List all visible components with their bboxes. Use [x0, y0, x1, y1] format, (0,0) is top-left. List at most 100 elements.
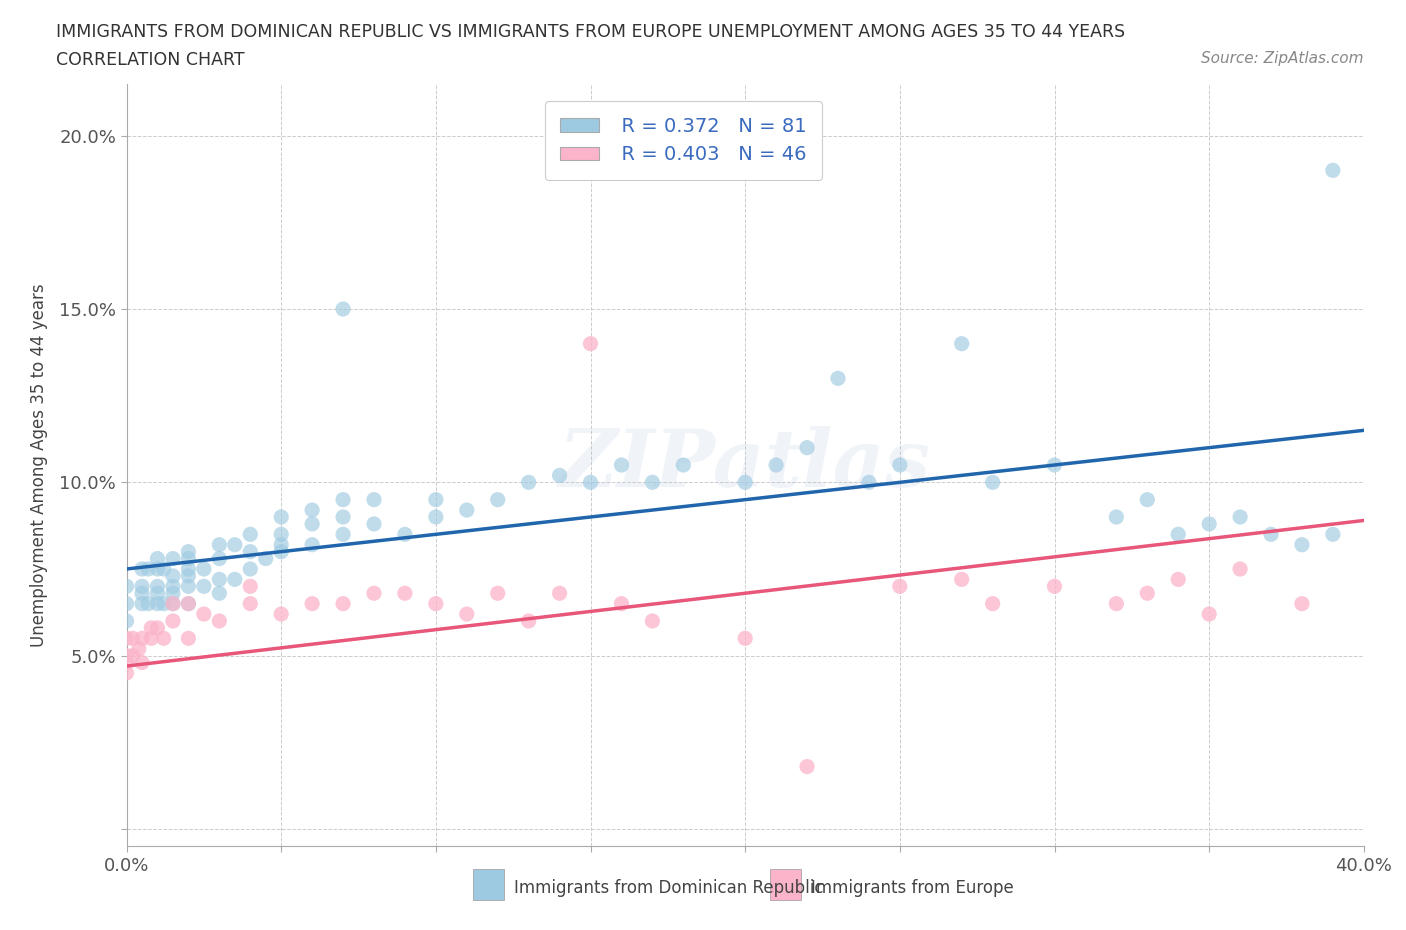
- Point: [115, 666, 138, 681]
- Point: [1291, 538, 1313, 552]
- Point: [177, 562, 200, 577]
- Point: [177, 631, 200, 645]
- Point: [208, 614, 231, 629]
- Point: [332, 492, 354, 507]
- Point: [1167, 572, 1189, 587]
- Point: [177, 551, 200, 566]
- Point: [146, 596, 169, 611]
- Point: [162, 586, 184, 601]
- Point: [889, 458, 911, 472]
- Point: [131, 578, 153, 593]
- Text: Source: ZipAtlas.com: Source: ZipAtlas.com: [1201, 51, 1364, 66]
- Point: [981, 475, 1004, 490]
- Text: Immigrants from Dominican Republic: Immigrants from Dominican Republic: [513, 879, 824, 897]
- Point: [128, 642, 150, 657]
- Point: [301, 538, 323, 552]
- Point: [1136, 492, 1159, 507]
- Point: [177, 596, 200, 611]
- Point: [734, 475, 756, 490]
- Point: [115, 648, 138, 663]
- Point: [641, 614, 664, 629]
- Point: [1322, 163, 1344, 178]
- Point: [796, 440, 818, 455]
- Point: [146, 578, 169, 593]
- Point: [363, 492, 385, 507]
- Point: [162, 614, 184, 629]
- Point: [146, 620, 169, 635]
- Point: [1043, 458, 1066, 472]
- Point: [486, 586, 509, 601]
- Point: [672, 458, 695, 472]
- Point: [121, 631, 143, 645]
- Point: [152, 631, 174, 645]
- Point: [301, 596, 323, 611]
- Point: [208, 551, 231, 566]
- Point: [1260, 527, 1282, 542]
- Point: [224, 572, 246, 587]
- Point: [981, 596, 1004, 611]
- Point: [208, 538, 231, 552]
- Point: [301, 516, 323, 531]
- Point: [121, 648, 143, 663]
- Point: [332, 301, 354, 316]
- Point: [579, 475, 602, 490]
- Text: IMMIGRANTS FROM DOMINICAN REPUBLIC VS IMMIGRANTS FROM EUROPE UNEMPLOYMENT AMONG : IMMIGRANTS FROM DOMINICAN REPUBLIC VS IM…: [56, 23, 1125, 41]
- Point: [141, 620, 163, 635]
- Point: [1322, 527, 1344, 542]
- Point: [270, 606, 292, 621]
- Point: [115, 596, 138, 611]
- Point: [224, 538, 246, 552]
- Point: [456, 502, 478, 517]
- Point: [1198, 516, 1220, 531]
- Point: [301, 502, 323, 517]
- Point: [136, 596, 159, 611]
- Point: [152, 596, 174, 611]
- Point: [796, 759, 818, 774]
- Point: [177, 578, 200, 593]
- Point: [115, 631, 138, 645]
- Point: [579, 337, 602, 352]
- Point: [734, 631, 756, 645]
- Point: [131, 562, 153, 577]
- Point: [548, 586, 571, 601]
- Point: [517, 614, 540, 629]
- Point: [270, 544, 292, 559]
- Point: [115, 614, 138, 629]
- Point: [950, 572, 973, 587]
- Point: [146, 551, 169, 566]
- Point: [394, 586, 416, 601]
- Point: [1043, 578, 1066, 593]
- Point: [641, 475, 664, 490]
- Point: [394, 527, 416, 542]
- Point: [363, 516, 385, 531]
- Point: [827, 371, 849, 386]
- Point: [239, 578, 262, 593]
- Point: [1167, 527, 1189, 542]
- Point: [270, 527, 292, 542]
- Point: [548, 468, 571, 483]
- Point: [131, 655, 153, 670]
- Point: [239, 544, 262, 559]
- Point: [858, 475, 880, 490]
- Point: [425, 492, 447, 507]
- Point: [1105, 596, 1128, 611]
- Point: [950, 337, 973, 352]
- Point: [141, 631, 163, 645]
- Point: [162, 568, 184, 583]
- Point: [332, 527, 354, 542]
- Text: Immigrants from Europe: Immigrants from Europe: [811, 879, 1014, 897]
- Point: [177, 596, 200, 611]
- Point: [146, 586, 169, 601]
- Point: [610, 596, 633, 611]
- Point: [1105, 510, 1128, 525]
- Y-axis label: Unemployment Among Ages 35 to 44 years: Unemployment Among Ages 35 to 44 years: [30, 284, 48, 646]
- Point: [131, 631, 153, 645]
- Point: [1198, 606, 1220, 621]
- Point: [254, 551, 277, 566]
- Point: [193, 606, 215, 621]
- Point: [177, 544, 200, 559]
- Text: CORRELATION CHART: CORRELATION CHART: [56, 51, 245, 69]
- Point: [162, 551, 184, 566]
- Legend:   R = 0.372   N = 81,   R = 0.403   N = 46: R = 0.372 N = 81, R = 0.403 N = 46: [544, 101, 823, 179]
- Point: [889, 578, 911, 593]
